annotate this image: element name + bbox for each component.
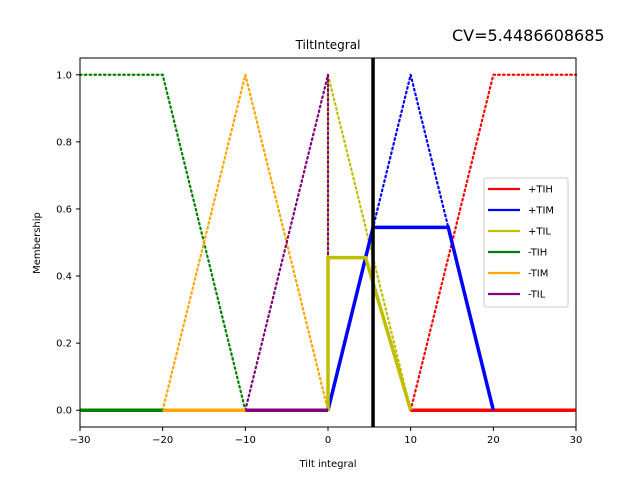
crisp-value-annotation: CV=5.4486608685	[452, 26, 605, 45]
legend-label-neg-tih: -TIH	[528, 248, 547, 259]
y-tick-label: 0.4	[56, 272, 72, 283]
mf-line-pos-tim	[326, 74, 495, 412]
y-tick-label: 0.2	[56, 339, 72, 350]
legend-label-pos-tim: +TIM	[528, 206, 554, 217]
chart-title: TiltIntegral	[295, 38, 361, 52]
legend-label-pos-til: +TIL	[528, 227, 551, 238]
x-tick-label: 10	[404, 435, 417, 446]
x-tick-label: 0	[325, 435, 331, 446]
y-tick-label: 0.0	[56, 406, 72, 417]
y-tick-label: 0.8	[56, 137, 72, 148]
mf-line-pos-tih	[409, 73, 578, 412]
x-tick-label: 30	[570, 435, 583, 446]
mf-line-neg-tim	[161, 74, 330, 412]
x-tick-label: −30	[69, 435, 90, 446]
mf-line-neg-tih	[78, 73, 247, 412]
y-tick-label: 0.6	[56, 204, 72, 215]
x-tick-label: −10	[235, 435, 256, 446]
x-tick-label: −20	[152, 435, 173, 446]
x-tick-label: 20	[487, 435, 500, 446]
legend-label-neg-tim: -TIM	[528, 269, 548, 280]
legend-box	[483, 177, 569, 308]
activation-line-pos-til	[326, 255, 413, 411]
activation-line-pos-tim	[326, 225, 496, 411]
mf-line-neg-til	[244, 74, 330, 412]
x-axis-label: Tilt integral	[298, 459, 356, 470]
legend-label-pos-tih: +TIH	[528, 185, 553, 196]
y-tick-label: 1.0	[56, 70, 72, 81]
legend-label-neg-til: -TIL	[528, 290, 546, 301]
y-axis-label: Membership	[32, 212, 43, 274]
